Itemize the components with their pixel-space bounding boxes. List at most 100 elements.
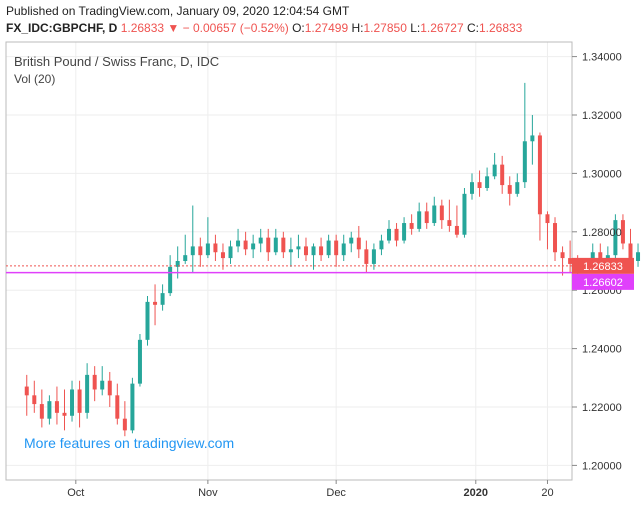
candle-body <box>168 266 173 294</box>
indicator-label[interactable]: Vol (20) <box>14 72 55 86</box>
candle <box>432 196 437 226</box>
candle-body <box>470 182 475 194</box>
y-tick-label: 1.20000 <box>582 460 622 472</box>
candle <box>470 173 475 200</box>
candle-body <box>266 237 271 253</box>
candle <box>311 243 316 270</box>
candle <box>205 217 210 259</box>
candle-body <box>54 401 59 413</box>
published-line: Published on TradingView.com, January 09… <box>6 4 349 18</box>
chart-title: British Pound / Swiss Franc, D, IDC <box>14 54 219 69</box>
candle-body <box>311 246 316 256</box>
price-label: 1.26833 <box>572 257 634 274</box>
candle <box>281 231 286 259</box>
candle-body <box>379 240 384 250</box>
candle-body <box>417 211 422 229</box>
candle <box>32 380 37 413</box>
price-labels: 1.26833 1.26602 <box>572 257 634 290</box>
candle-body <box>145 301 150 340</box>
candle-body <box>153 301 158 305</box>
candle <box>545 211 550 250</box>
candle-body <box>636 252 641 261</box>
candle <box>613 214 618 261</box>
candle-body <box>326 240 331 256</box>
candle <box>530 115 535 165</box>
candle <box>394 223 399 247</box>
candle <box>92 366 97 402</box>
candle <box>507 176 512 206</box>
candle-body <box>137 339 142 384</box>
grid <box>6 42 572 480</box>
candle-body <box>492 164 497 177</box>
candle-body <box>439 205 444 221</box>
watermark-text[interactable]: More features on tradingview.com <box>24 435 234 451</box>
price-label-box <box>572 257 634 274</box>
candle <box>266 228 271 261</box>
candle-body <box>620 220 625 244</box>
candle-body <box>243 240 248 250</box>
candle <box>228 240 233 264</box>
candle-body <box>553 223 558 253</box>
candle-body <box>24 386 29 396</box>
candle <box>620 214 625 250</box>
x-axis[interactable]: Oct Nov Dec 2020 20 <box>67 480 554 499</box>
candle <box>107 371 112 407</box>
candle-body <box>190 246 195 256</box>
candle-body <box>228 246 233 259</box>
x-tick-label: Oct <box>67 487 84 499</box>
close-label: C: <box>466 21 479 35</box>
overlay <box>6 265 572 274</box>
candle <box>341 234 346 261</box>
candle-body <box>613 220 618 256</box>
candle-body <box>560 252 565 259</box>
candle <box>371 243 376 270</box>
candle-body <box>598 252 603 261</box>
candle-body <box>70 389 75 416</box>
candle <box>417 202 422 232</box>
candle <box>236 228 241 253</box>
candle <box>258 228 263 253</box>
candle <box>190 205 195 273</box>
candle <box>515 173 520 197</box>
candle <box>424 202 429 229</box>
candle <box>213 234 218 261</box>
candle-body <box>394 228 399 241</box>
candle-body <box>454 225 459 235</box>
candle <box>168 255 173 297</box>
candle-body <box>341 243 346 256</box>
change-value: − 0.00657 (−0.52%) <box>182 21 289 35</box>
open-value: 1.27499 <box>304 21 349 35</box>
symbol-name: FX_IDC:GBPCHF, D <box>6 21 118 35</box>
candle-body <box>122 418 127 431</box>
high-label: H: <box>351 21 364 35</box>
candle <box>568 240 573 273</box>
candle-body <box>62 412 67 416</box>
price-label-box <box>572 273 634 290</box>
candle-body <box>47 401 52 419</box>
candle-body <box>386 228 391 241</box>
candle <box>273 228 278 256</box>
candle-body <box>198 246 203 256</box>
candle <box>364 240 369 273</box>
candle <box>379 234 384 256</box>
candle <box>447 199 452 232</box>
candle-body <box>92 374 97 390</box>
candle <box>54 386 59 425</box>
candle <box>251 234 256 259</box>
candle-body <box>402 223 407 241</box>
candle-body <box>462 193 467 235</box>
candle <box>636 243 641 267</box>
candle <box>145 296 150 346</box>
candle <box>47 395 52 425</box>
candle <box>85 363 90 419</box>
y-tick-label: 1.28000 <box>582 227 622 239</box>
candle <box>454 205 459 238</box>
candle-body <box>130 383 135 431</box>
candle <box>500 155 505 194</box>
candle <box>296 234 301 259</box>
candle-body <box>205 243 210 256</box>
candle-body <box>251 243 256 250</box>
candle-body <box>281 237 286 253</box>
candle <box>62 389 67 431</box>
